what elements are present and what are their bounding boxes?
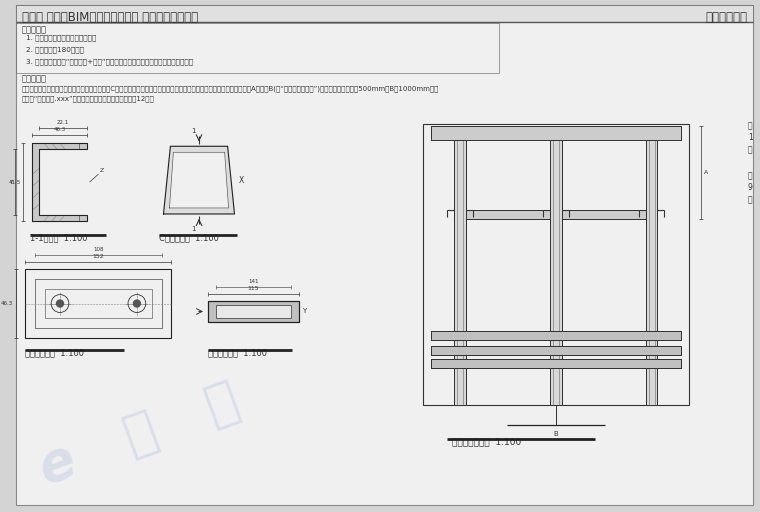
- Bar: [431, 126, 681, 140]
- Text: 46.3: 46.3: [53, 127, 65, 133]
- Text: 9: 9: [748, 183, 752, 192]
- Text: A: A: [704, 170, 708, 175]
- Bar: [454, 139, 466, 405]
- Bar: [45, 289, 152, 318]
- Text: 1. 考试方式：计算机操作，闭卷。: 1. 考试方式：计算机操作，闭卷。: [27, 35, 97, 41]
- Text: 3. 新建文件夹，以“准考证号+姓名”命名，用于存放本次考试中生成的全部文件。: 3. 新建文件夹，以“准考证号+姓名”命名，用于存放本次考试中生成的全部文件。: [27, 59, 194, 66]
- Bar: [26, 269, 172, 338]
- Bar: [208, 301, 299, 323]
- Text: 1: 1: [191, 129, 195, 134]
- Text: 22.1: 22.1: [57, 120, 69, 125]
- Bar: [16, 23, 499, 73]
- Bar: [216, 305, 291, 318]
- Bar: [33, 215, 87, 221]
- Polygon shape: [169, 152, 229, 208]
- Text: e   免   费: e 免 费: [32, 375, 246, 495]
- Bar: [431, 126, 681, 140]
- Text: 共: 共: [748, 171, 752, 180]
- Text: 1-1断面图  1:100: 1-1断面图 1:100: [30, 233, 88, 242]
- Text: 1: 1: [748, 133, 752, 142]
- Text: Y: Y: [9, 180, 13, 185]
- Bar: [16, 5, 753, 22]
- Text: 钐底座俧视图  1:100: 钐底座俧视图 1:100: [26, 348, 84, 357]
- Text: 1: 1: [191, 226, 195, 232]
- Text: 152: 152: [93, 254, 104, 259]
- Text: 试题部分：: 试题部分：: [21, 75, 46, 83]
- Text: 115: 115: [248, 286, 259, 291]
- Text: Z: Z: [100, 168, 103, 173]
- Text: 门型支架主视图  1:100: 门型支架主视图 1:100: [452, 437, 521, 446]
- Text: 第九期 「全国BIM技能等级考试」 二级（设备）试题: 第九期 「全国BIM技能等级考试」 二级（设备）试题: [21, 11, 198, 24]
- Text: 第: 第: [748, 121, 752, 131]
- Bar: [562, 210, 646, 219]
- Text: X: X: [239, 176, 244, 185]
- Text: 46.3: 46.3: [1, 301, 13, 306]
- Text: 页: 页: [748, 145, 752, 154]
- Bar: [423, 124, 689, 405]
- Bar: [216, 305, 291, 318]
- Bar: [431, 331, 681, 340]
- Text: C型钐正视图  1:100: C型钐正视图 1:100: [159, 233, 218, 242]
- Text: 中国图学学会: 中国图学学会: [705, 11, 747, 24]
- Text: Y: Y: [302, 309, 307, 314]
- Bar: [33, 143, 40, 221]
- Circle shape: [56, 300, 63, 307]
- Text: 考试要求：: 考试要求：: [21, 25, 46, 34]
- Text: 钐底座侧视图  1:100: 钐底座侧视图 1:100: [208, 348, 267, 357]
- Bar: [550, 139, 562, 405]
- Bar: [431, 359, 681, 368]
- Bar: [466, 210, 550, 219]
- Bar: [36, 279, 162, 328]
- Bar: [646, 139, 657, 405]
- Text: 2. 考试时间：180分钟。: 2. 考试时间：180分钟。: [27, 47, 84, 53]
- Bar: [33, 143, 87, 150]
- Bar: [208, 301, 299, 323]
- Bar: [454, 139, 466, 405]
- Bar: [646, 139, 657, 405]
- Bar: [550, 139, 562, 405]
- Text: 页: 页: [748, 195, 752, 204]
- Polygon shape: [163, 146, 235, 214]
- Circle shape: [134, 300, 141, 307]
- Text: 141: 141: [248, 279, 258, 284]
- Bar: [431, 359, 681, 368]
- Bar: [466, 210, 550, 219]
- Text: 一、右图为门型支架模型主视图，该支架由三个C型钐和两个钐底座组成。根据给定配件图纸，创建支架模型，并设定距离A与距离B(见“门型支架侧视图”)为可变参数，暂设为: 一、右图为门型支架模型主视图，该支架由三个C型钐和两个钐底座组成。根据给定配件图…: [21, 86, 439, 92]
- Bar: [431, 346, 681, 355]
- Text: 108: 108: [93, 247, 103, 252]
- Text: 41.5: 41.5: [8, 180, 21, 185]
- Bar: [431, 346, 681, 355]
- Bar: [431, 331, 681, 340]
- Text: B: B: [553, 431, 559, 437]
- Bar: [562, 210, 646, 219]
- Text: 结果以“门型支架.xxx”为文件名保存在考生文件夹中。（12分）: 结果以“门型支架.xxx”为文件名保存在考生文件夹中。（12分）: [21, 96, 154, 102]
